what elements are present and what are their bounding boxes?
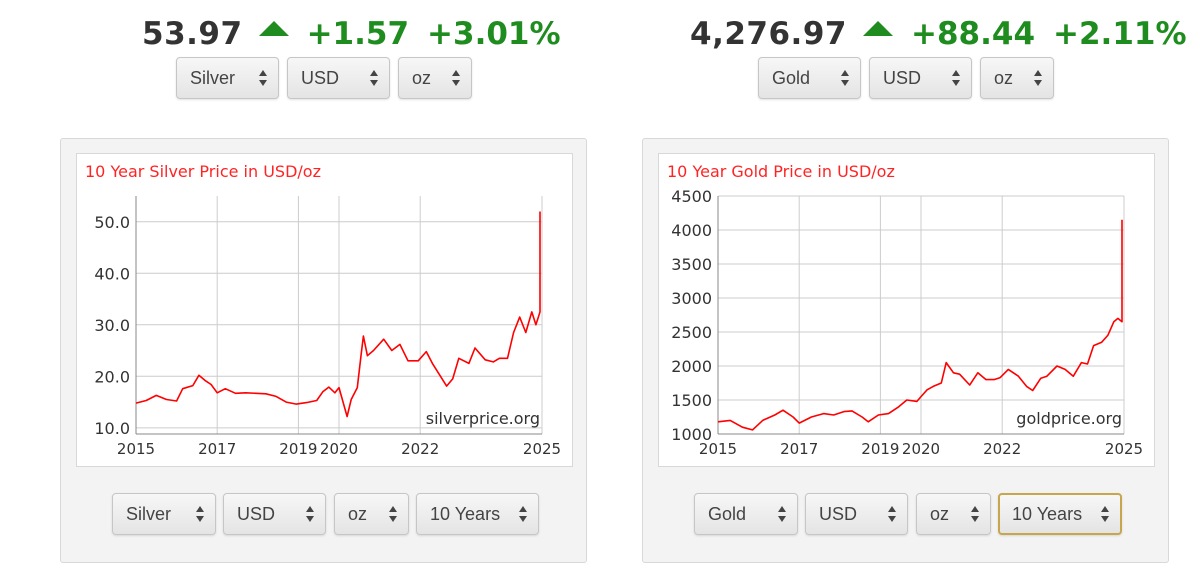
x-tick-label: 2022	[983, 440, 1021, 458]
gold-change: +88.44	[910, 16, 1036, 52]
y-tick-label: 3500	[671, 255, 712, 274]
silver-chart: 10 Year Silver Price in USD/oz 10.0 20.0 30…	[76, 153, 573, 467]
y-tick-label: 1000	[671, 425, 712, 444]
x-tick-label: 2025	[1105, 440, 1143, 458]
select-label: Silver	[190, 67, 236, 88]
x-tick-label: 2025	[523, 440, 561, 458]
chart-watermark: silverprice.org	[426, 409, 540, 428]
updown-arrows-icon	[370, 70, 378, 86]
x-tick-label: 2022	[401, 440, 439, 458]
gold-metal-select[interactable]: Gold	[694, 493, 798, 535]
silver-metal-select[interactable]: Silver	[112, 493, 216, 535]
select-label: oz	[412, 67, 432, 88]
y-tick-label: 3000	[671, 289, 712, 308]
updown-arrows-icon	[519, 506, 527, 522]
select-label: oz	[348, 503, 368, 524]
chart-title: 10 Year Gold Price in USD/oz	[667, 162, 895, 181]
x-tick-label: 2020	[902, 440, 940, 458]
silver-chart-panel: 10 Year Silver Price in USD/oz 10.0 20.0 30…	[60, 138, 587, 563]
select-label: USD	[237, 503, 276, 524]
y-tick-label: 10.0	[94, 419, 130, 438]
y-tick-label: 4500	[671, 187, 712, 206]
select-label: oz	[930, 503, 950, 524]
y-tick-label: 30.0	[94, 316, 130, 335]
updown-arrows-icon	[452, 70, 460, 86]
chart-watermark: goldprice.org	[1016, 409, 1122, 428]
updown-arrows-icon	[1101, 506, 1109, 522]
silver-chart-svg: 10 Year Silver Price in USD/oz 10.0 20.0 30…	[85, 162, 561, 458]
y-tick-label: 40.0	[94, 264, 130, 283]
x-tick-label: 2020	[320, 440, 358, 458]
gold-chart-svg: 10 Year Gold Price in USD/oz 1000 1500 2000…	[667, 162, 1143, 458]
gold-percent-change: +2.11%	[1053, 16, 1187, 52]
x-tick-label: 2015	[699, 440, 737, 458]
x-tick-label: 2019	[279, 440, 317, 458]
x-tick-label: 2019	[861, 440, 899, 458]
select-label: Gold	[772, 67, 811, 88]
updown-arrows-icon	[841, 70, 849, 86]
gold-top-metal-select[interactable]: Gold	[758, 57, 861, 99]
silver-top-metal-select[interactable]: Silver	[176, 57, 279, 99]
select-label: 10 Years	[1012, 503, 1083, 524]
updown-arrows-icon	[888, 506, 896, 522]
up-triangle-icon	[258, 20, 289, 36]
gold-currency-select[interactable]: USD	[805, 493, 908, 535]
gold-unit-select[interactable]: oz	[916, 493, 991, 535]
gold-chart: 10 Year Gold Price in USD/oz 1000 1500 2000…	[658, 153, 1155, 467]
y-tick-label: 2000	[671, 357, 712, 376]
updown-arrows-icon	[778, 506, 786, 522]
select-label: 10 Years	[430, 503, 501, 524]
y-tick-label: 20.0	[94, 367, 130, 386]
gold-price-series-line	[717, 219, 1123, 431]
select-label: USD	[819, 503, 858, 524]
silver-top-unit-select[interactable]: oz	[398, 57, 472, 99]
updown-arrows-icon	[196, 506, 204, 522]
up-triangle-icon	[862, 20, 893, 36]
updown-arrows-icon	[259, 70, 267, 86]
gold-top-unit-select[interactable]: oz	[980, 57, 1054, 99]
gold-chart-panel: 10 Year Gold Price in USD/oz 1000 1500 2000…	[642, 138, 1169, 563]
updown-arrows-icon	[952, 70, 960, 86]
select-label: USD	[883, 67, 922, 88]
silver-range-select[interactable]: 10 Years	[416, 493, 539, 535]
updown-arrows-icon	[971, 506, 979, 522]
silver-unit-select[interactable]: oz	[334, 493, 409, 535]
silver-currency-select[interactable]: USD	[223, 493, 326, 535]
updown-arrows-icon	[389, 506, 397, 522]
silver-top-currency-select[interactable]: USD	[287, 57, 390, 99]
gold-top-currency-select[interactable]: USD	[869, 57, 972, 99]
silver-change: +1.57	[306, 16, 410, 52]
y-tick-label: 50.0	[94, 213, 130, 232]
updown-arrows-icon	[1034, 70, 1042, 86]
gold-range-select[interactable]: 10 Years	[998, 493, 1122, 535]
x-tick-label: 2017	[780, 440, 818, 458]
silver-price-series-line	[135, 211, 541, 418]
gold-quote: 4,276.97 +88.44 +2.11%	[690, 14, 1187, 54]
updown-arrows-icon	[306, 506, 314, 522]
y-tick-label: 4000	[671, 221, 712, 240]
select-label: Gold	[708, 503, 747, 524]
chart-title: 10 Year Silver Price in USD/oz	[85, 162, 321, 181]
x-tick-label: 2017	[198, 440, 236, 458]
y-tick-label: 2500	[671, 323, 712, 342]
silver-percent-change: +3.01%	[427, 16, 561, 52]
select-label: Silver	[126, 503, 172, 524]
gold-price: 4,276.97	[690, 16, 847, 52]
silver-quote: 53.97 +1.57 +3.01%	[142, 14, 561, 54]
select-label: USD	[301, 67, 340, 88]
select-label: oz	[994, 67, 1014, 88]
x-tick-label: 2015	[117, 440, 155, 458]
y-tick-label: 1500	[671, 391, 712, 410]
silver-price: 53.97	[142, 16, 243, 52]
